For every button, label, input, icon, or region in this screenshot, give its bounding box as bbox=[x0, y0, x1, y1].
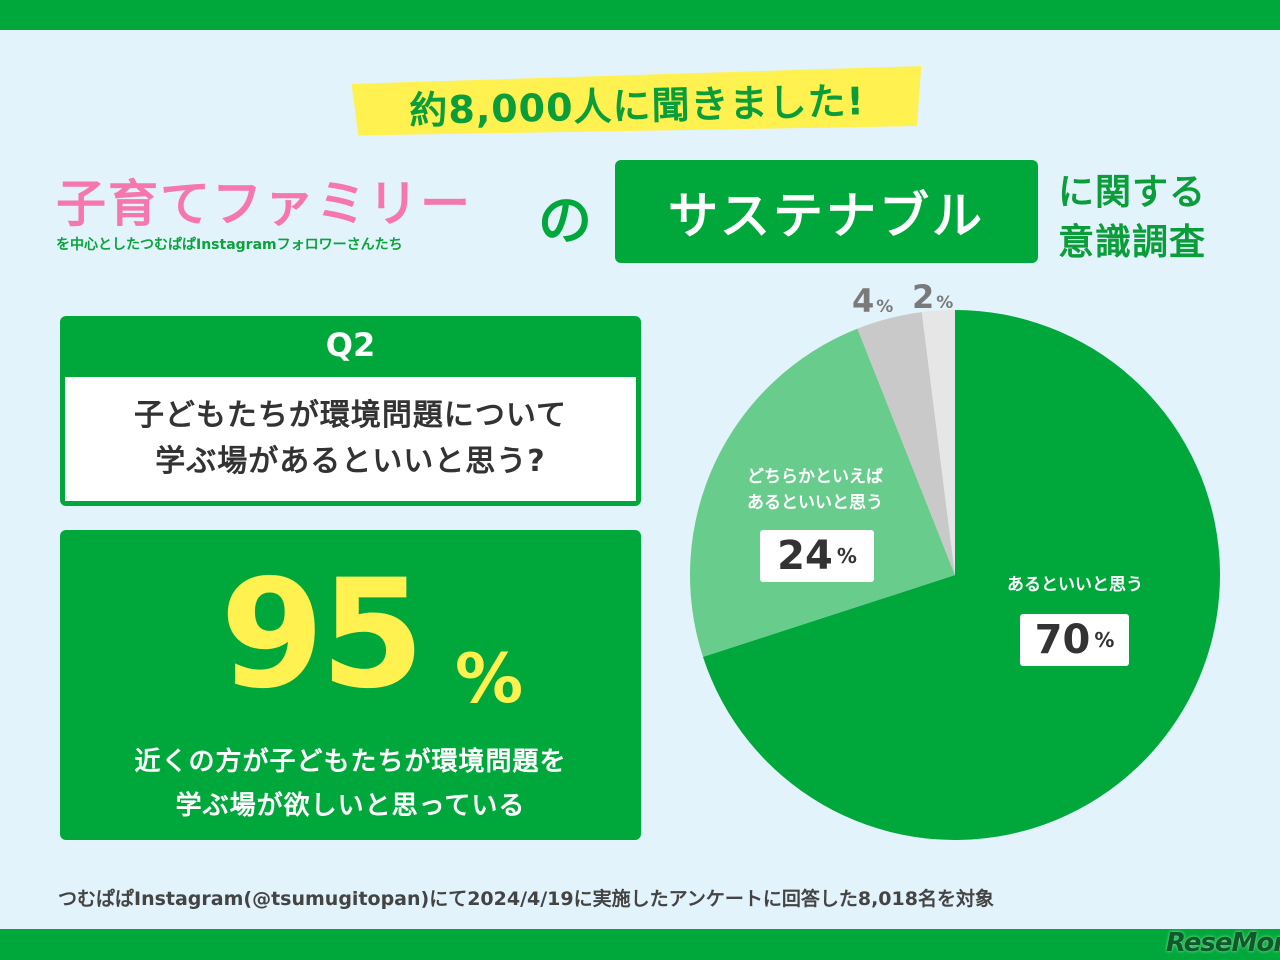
result-line1: 近くの方が子どもたちが環境問題を bbox=[134, 747, 567, 777]
survey-footnote: つむぱぱInstagram(@tsumugitopan)にて2024/4/19に… bbox=[58, 888, 994, 910]
question-line2: 学ぶ場があるといいと思う? bbox=[155, 444, 546, 479]
slice3-value: 4 bbox=[852, 282, 875, 320]
title-subtext: を中心としたつむぱぱInstagramフォロワーさんたち bbox=[56, 237, 403, 253]
result-unit: % bbox=[455, 640, 524, 719]
pie-slice-other-4 bbox=[857, 312, 955, 575]
slice2-label-line2: あるといいと思う bbox=[747, 493, 883, 513]
title-right-line2: 意識調査 bbox=[1058, 222, 1207, 263]
title-particle: の bbox=[538, 189, 592, 252]
question-line1: 子どもたちが環境問題について bbox=[133, 398, 568, 433]
question-number: Q2 bbox=[325, 326, 376, 364]
question-card: Q2 子どもたちが環境問題について 学ぶ場があるといいと思う? bbox=[60, 316, 641, 506]
slice4-value: 2 bbox=[912, 278, 935, 316]
pie-svg bbox=[690, 310, 1220, 840]
slice3-value-label: 4% bbox=[852, 282, 893, 320]
slice2-value-box: 24% bbox=[760, 530, 874, 582]
title-right-line1: に関する bbox=[1058, 172, 1207, 213]
slice1-label: あるといいと思う bbox=[1007, 575, 1143, 595]
title-survey-label: に関する 意識調査 bbox=[1058, 168, 1206, 268]
question-text: 子どもたちが環境問題について 学ぶ場があるといいと思う? bbox=[134, 393, 567, 485]
headline-banner: 約8,000人に聞きました! bbox=[351, 66, 922, 138]
slice1-value: 70 bbox=[1034, 617, 1091, 663]
slice3-unit: % bbox=[876, 297, 894, 317]
slice4-value-label: 2% bbox=[912, 278, 953, 316]
slice1-value-box: 70% bbox=[1020, 614, 1129, 666]
pie-slice-somewhat-yes bbox=[690, 328, 955, 657]
pie-slice-yes bbox=[702, 310, 1220, 840]
bottom-green-bar bbox=[0, 929, 1280, 960]
slice2-label-line1: どちらかといえば bbox=[747, 467, 883, 487]
title-target-group: 子育てファミリー bbox=[56, 175, 472, 233]
resemom-logo: ReseMom bbox=[1166, 928, 1280, 958]
banner-text: 約8,000人に聞きました! bbox=[408, 78, 866, 133]
title-highlight: サステナブル bbox=[668, 186, 985, 245]
result-line2: 学ぶ場が欲しいと思っている bbox=[175, 791, 526, 821]
slice2-value: 24 bbox=[777, 533, 833, 579]
slice2-unit: % bbox=[836, 544, 857, 568]
pie-chart: どちらかといえば あるといいと思う 24% あるといいと思う 70% bbox=[690, 310, 1220, 840]
result-value: 95 bbox=[220, 548, 425, 722]
slice1-unit: % bbox=[1094, 628, 1115, 652]
slice4-unit: % bbox=[936, 293, 954, 313]
result-description: 近くの方が子どもたちが環境問題を 学ぶ場が欲しいと思っている bbox=[60, 740, 641, 828]
question-body: 子どもたちが環境問題について 学ぶ場があるといいと思う? bbox=[65, 377, 636, 501]
slice2-label: どちらかといえば あるといいと思う bbox=[715, 464, 915, 516]
result-card: 95 % 近くの方が子どもたちが環境問題を 学ぶ場が欲しいと思っている bbox=[60, 530, 641, 840]
top-green-bar bbox=[0, 0, 1280, 30]
pie-slice-other-2 bbox=[921, 310, 955, 575]
title-highlight-box: サステナブル bbox=[615, 160, 1038, 263]
